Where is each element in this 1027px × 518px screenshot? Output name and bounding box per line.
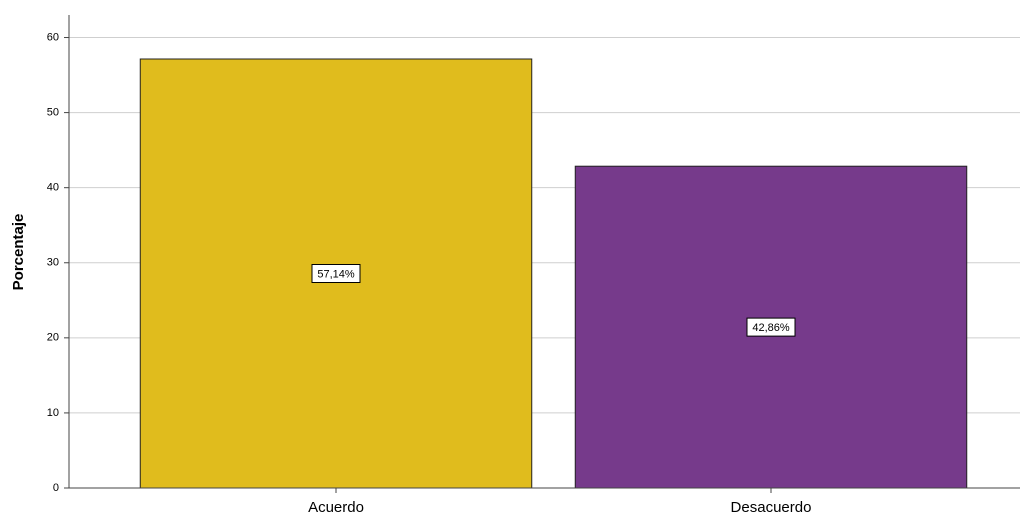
- y-tick-label: 50: [47, 107, 59, 119]
- value-label: 42,86%: [752, 322, 790, 334]
- y-tick-label: 30: [47, 257, 59, 269]
- value-label: 57,14%: [317, 268, 355, 280]
- value-label-box: [311, 263, 361, 283]
- y-tick-label: 60: [47, 31, 59, 43]
- y-tick-label: 20: [47, 332, 59, 344]
- x-tick-label: Desacuerdo: [731, 499, 812, 516]
- y-tick-label: 40: [47, 182, 59, 194]
- x-tick-label: Acuerdo: [308, 499, 364, 516]
- y-tick-label: 0: [53, 482, 59, 494]
- y-tick-label: 10: [47, 407, 59, 419]
- y-axis-label: Porcentaje: [10, 214, 27, 291]
- value-label-box: [746, 317, 796, 337]
